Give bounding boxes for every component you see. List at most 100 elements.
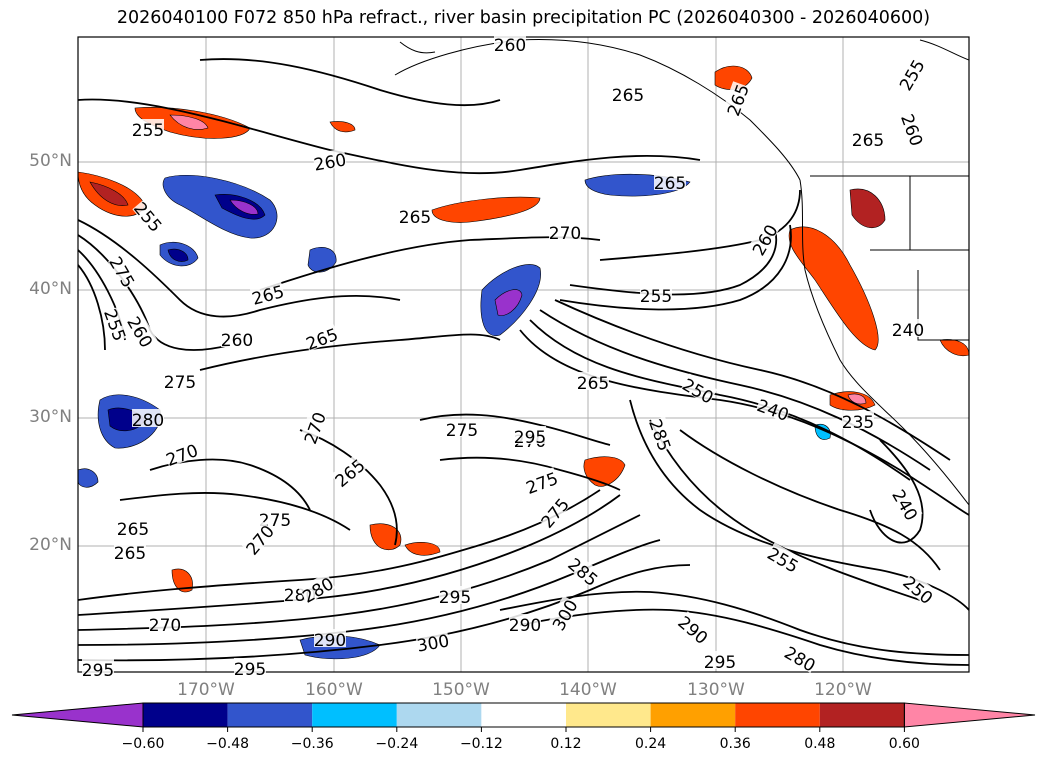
precip-blob — [162, 175, 278, 239]
lon-label-170w: 170°W — [177, 680, 235, 700]
contour-label-bg — [747, 220, 780, 258]
contour-label-bg — [221, 329, 253, 347]
precip-blob — [849, 188, 886, 228]
colorbar-tick-label: 0.48 — [804, 736, 836, 752]
lat-label-30n: 30°N — [29, 407, 72, 427]
precip-blob — [167, 248, 189, 262]
coastlines — [394, 39, 969, 506]
coastline-alaska — [394, 39, 801, 181]
contour-label-bg — [566, 553, 603, 588]
colorbar-segment — [819, 703, 905, 727]
contour-line — [78, 514, 641, 631]
colorbar-tick-label: −0.24 — [375, 736, 419, 752]
contour-label-bg — [163, 439, 200, 468]
contour-label: 265 — [114, 544, 146, 564]
colorbar-tick-label: 0.60 — [888, 736, 920, 752]
contour-label-bg — [577, 372, 609, 390]
contour-label-bg — [312, 148, 347, 172]
lon-label-150w: 150°W — [432, 680, 490, 700]
contour-label-bg — [890, 485, 923, 523]
contour-label: 265 — [852, 131, 884, 151]
lon-label-120w: 120°W — [814, 680, 872, 700]
contour-label-bg — [722, 81, 751, 118]
contour-label-bg — [298, 572, 336, 605]
contour-label-bg — [547, 595, 580, 633]
colorbar-segment — [566, 703, 651, 727]
colorbar-segment — [481, 703, 566, 727]
contour-label-bg — [234, 658, 266, 676]
precip-blob — [369, 523, 402, 550]
contour-label-bg — [704, 651, 736, 669]
precip-blob — [229, 199, 259, 215]
lon-label-160w: 160°W — [305, 680, 363, 700]
contour-line — [439, 456, 621, 491]
colorbar-segment — [227, 703, 313, 727]
contour-label-bg — [117, 518, 149, 536]
contour-label: 260 — [494, 36, 526, 56]
contour-label: 235 — [842, 413, 874, 433]
precip-blob — [78, 468, 99, 488]
colorbar-segment — [650, 703, 736, 727]
contour-line — [599, 189, 801, 261]
contour-label-bg — [399, 206, 431, 224]
contour-label-bg — [82, 659, 114, 677]
contour-label-bg — [494, 34, 526, 52]
contour-label: 255 — [640, 287, 672, 307]
colorbar-segment — [735, 703, 820, 727]
colorbar-extend-max — [903, 702, 1036, 728]
contour-line — [559, 224, 792, 311]
contour-label-bg — [303, 323, 340, 352]
precip-blob — [494, 289, 523, 316]
contour-label-bg — [894, 55, 927, 93]
contour-line — [78, 539, 661, 646]
contour-label-bg — [415, 629, 450, 653]
contour-label-bg — [899, 111, 928, 148]
contour-label-bg — [676, 611, 713, 646]
contour-label: 275 — [446, 421, 478, 441]
lat-label-20n: 20°N — [29, 535, 72, 555]
contour-label-bg — [514, 426, 546, 444]
precip-blob — [169, 114, 209, 130]
contour-label: 290 — [314, 631, 346, 651]
contour-line — [78, 489, 601, 601]
colorbar-segment — [396, 703, 482, 727]
contour-label-bg — [149, 614, 181, 632]
contour-label: 255 — [132, 121, 164, 141]
colorbar-tick-label: 0.12 — [550, 736, 582, 752]
precip-blob — [788, 226, 879, 351]
precip-blob — [171, 568, 193, 593]
contour-label-bg — [680, 373, 718, 406]
contour-line — [499, 590, 969, 656]
contour-label-bg — [314, 629, 346, 647]
contour-line — [519, 608, 969, 666]
precip-blob — [307, 247, 337, 273]
contour-label-bg — [446, 419, 478, 437]
contour-line — [419, 413, 611, 446]
colorbar — [11, 702, 1036, 732]
contour-label: 265 — [612, 86, 644, 106]
contour-label-bg — [852, 129, 884, 147]
contour-label: 295 — [234, 660, 266, 680]
contour-label-bg — [107, 252, 140, 290]
contour-line — [649, 419, 921, 601]
precip-fills — [78, 65, 969, 660]
contour-label-bg — [765, 542, 803, 575]
precip-blob — [404, 542, 441, 556]
colorbar-segment — [312, 703, 397, 727]
contour-line — [299, 429, 398, 546]
contour-label: 280 — [132, 411, 164, 431]
contour-label-bg — [102, 306, 131, 343]
contour-label: 265 — [117, 520, 149, 540]
contour-line — [78, 494, 621, 616]
contour-line — [78, 98, 701, 175]
contour-label-bg — [132, 119, 164, 137]
contour-label-bg — [259, 509, 291, 527]
contour-label: 270 — [149, 616, 181, 636]
lat-label-50n: 50°N — [29, 151, 72, 171]
contour-label: 290 — [509, 616, 541, 636]
map-plot-area — [78, 37, 969, 672]
contour-line — [78, 219, 401, 318]
contour-label-bg — [241, 520, 276, 557]
contour-label: 295 — [82, 661, 114, 681]
